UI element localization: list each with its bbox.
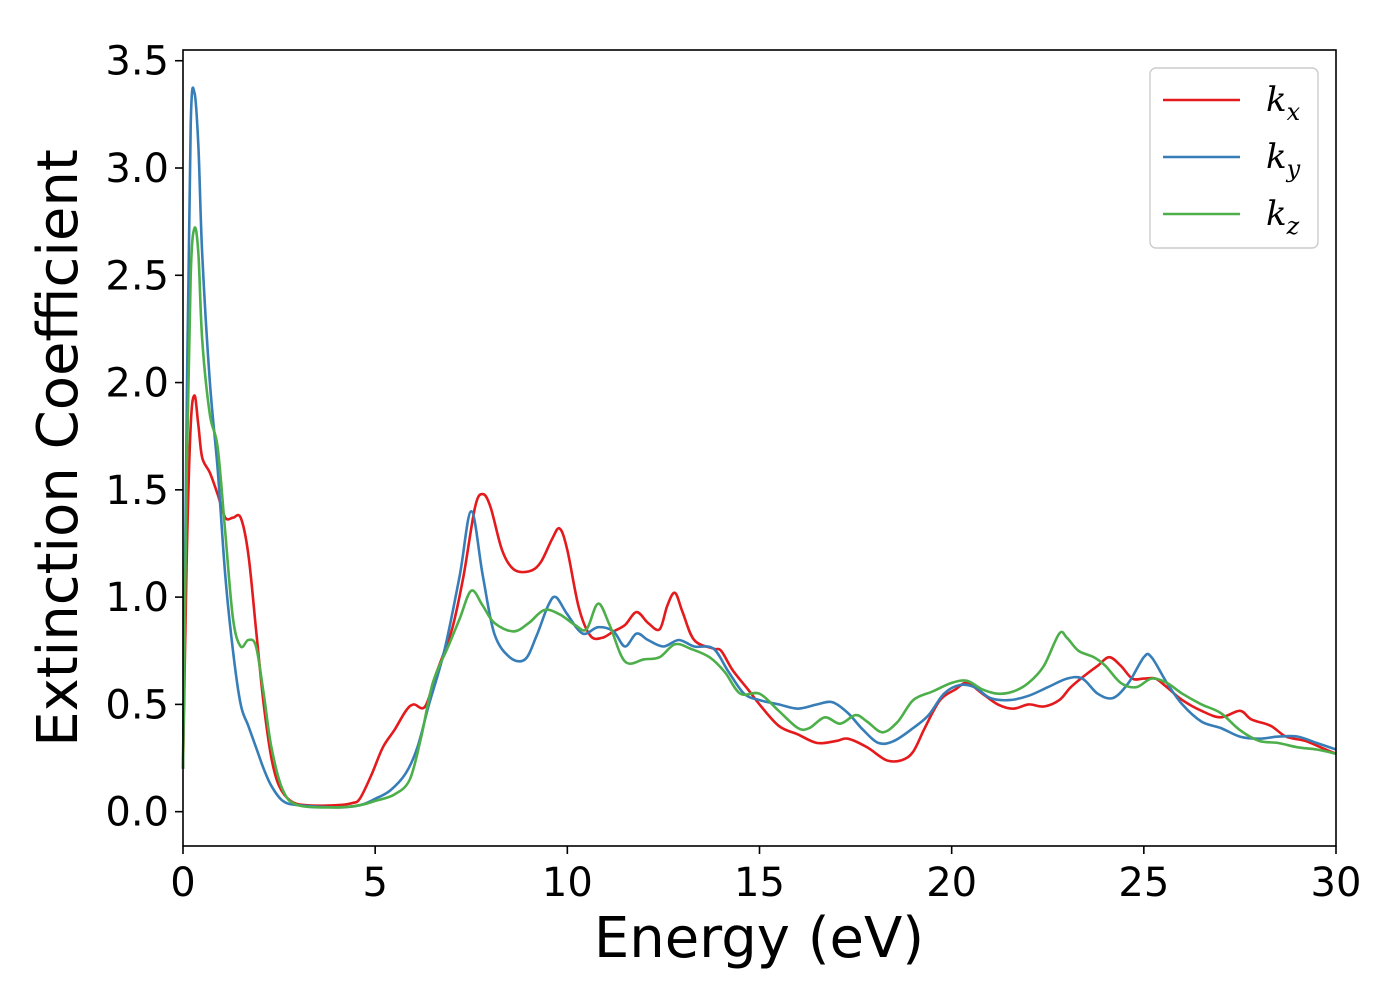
y-tick-label: 2.5 [105, 253, 169, 299]
y-tick-label: 0.0 [105, 790, 169, 836]
x-tick-label: 25 [1118, 860, 1169, 906]
x-tick-label: 10 [542, 860, 593, 906]
y-tick-label: 3.0 [105, 146, 169, 192]
y-tick-label: 2.0 [105, 361, 169, 407]
y-tick-label: 3.5 [105, 39, 169, 85]
x-axis: 0 5 10 15 20 25 30 [170, 846, 1361, 906]
x-tick-label: 0 [170, 860, 195, 906]
x-tick-label: 15 [734, 860, 785, 906]
series-line-kz [181, 226, 1337, 809]
x-tick-label: 30 [1311, 860, 1362, 906]
series-line-kx [181, 394, 1337, 807]
y-tick-label: 1.0 [105, 575, 169, 621]
plot-background [183, 50, 1336, 846]
series-layer [181, 86, 1337, 809]
y-axis: 0.0 0.5 1.0 1.5 2.0 2.5 3.0 3.5 [105, 39, 183, 836]
y-tick-label: 0.5 [105, 682, 169, 728]
series-line-ky [181, 86, 1337, 809]
x-axis-label: Energy (eV) [594, 906, 924, 971]
x-tick-label: 5 [362, 860, 387, 906]
y-tick-label: 1.5 [105, 468, 169, 514]
y-axis-label: Extinction Coefficient [26, 149, 91, 747]
legend-label-ky: ky [1266, 137, 1301, 183]
x-tick-label: 20 [926, 860, 977, 906]
